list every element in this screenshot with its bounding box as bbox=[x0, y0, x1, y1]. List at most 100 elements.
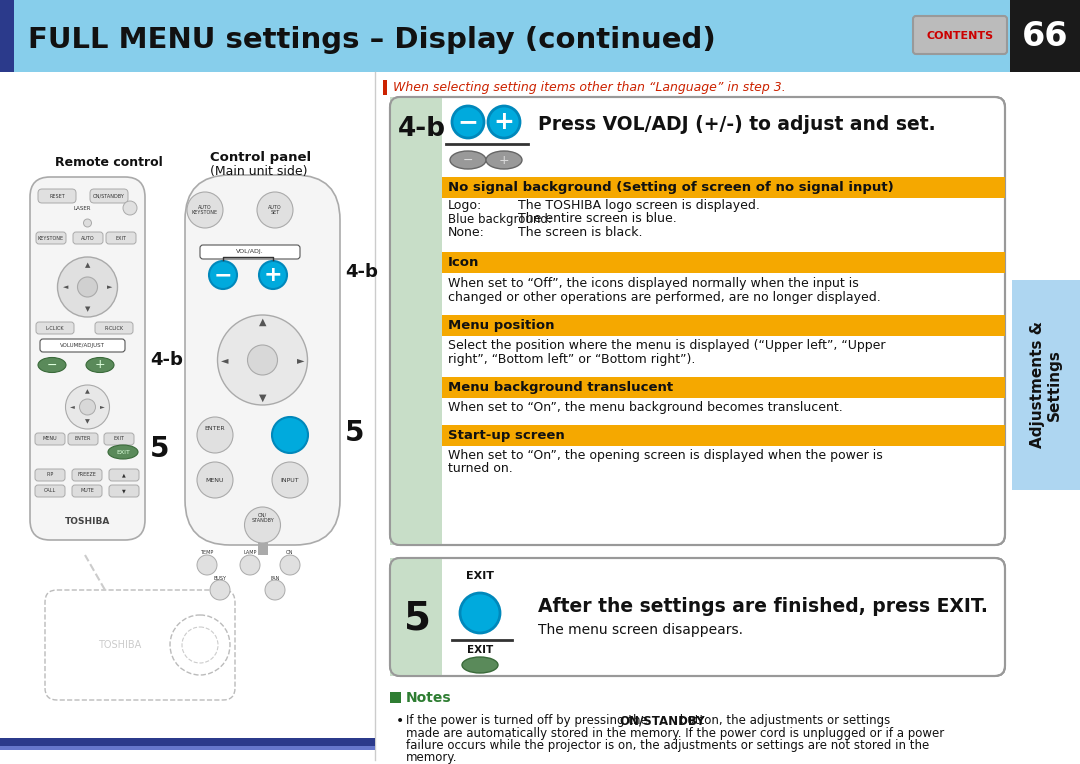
Text: The TOSHIBA logo screen is displayed.: The TOSHIBA logo screen is displayed. bbox=[518, 199, 760, 212]
Text: When set to “On”, the opening screen is displayed when the power is: When set to “On”, the opening screen is … bbox=[448, 448, 882, 461]
Text: Blue background:: Blue background: bbox=[448, 212, 552, 225]
Circle shape bbox=[210, 261, 237, 289]
FancyBboxPatch shape bbox=[390, 97, 1005, 545]
Bar bbox=[390, 692, 401, 703]
Text: AUTO
KEYSTONE: AUTO KEYSTONE bbox=[192, 205, 218, 215]
Text: INPUT: INPUT bbox=[281, 478, 299, 483]
Text: button, the adjustments or settings: button, the adjustments or settings bbox=[676, 714, 890, 727]
Circle shape bbox=[57, 257, 118, 317]
Circle shape bbox=[244, 507, 281, 543]
Text: ON/
STANDBY: ON/ STANDBY bbox=[252, 513, 274, 523]
Ellipse shape bbox=[86, 358, 114, 373]
Text: EXIT: EXIT bbox=[465, 571, 494, 581]
Text: +: + bbox=[499, 154, 510, 167]
FancyBboxPatch shape bbox=[109, 469, 139, 481]
Text: TOSHIBA: TOSHIBA bbox=[65, 517, 110, 526]
FancyBboxPatch shape bbox=[38, 189, 76, 203]
Text: turned on.: turned on. bbox=[448, 462, 513, 475]
Text: Menu background translucent: Menu background translucent bbox=[448, 381, 673, 394]
Text: FAN: FAN bbox=[270, 575, 280, 581]
Text: MENU: MENU bbox=[206, 478, 225, 483]
Text: Control panel: Control panel bbox=[210, 151, 311, 164]
FancyBboxPatch shape bbox=[36, 322, 75, 334]
Circle shape bbox=[78, 277, 97, 297]
Text: When selecting setting items other than “Language” in step 3.: When selecting setting items other than … bbox=[393, 82, 786, 95]
FancyBboxPatch shape bbox=[72, 485, 102, 497]
FancyBboxPatch shape bbox=[68, 433, 98, 445]
Circle shape bbox=[247, 345, 278, 375]
Text: No signal background (Setting of screen of no signal input): No signal background (Setting of screen … bbox=[448, 181, 894, 194]
FancyBboxPatch shape bbox=[72, 469, 102, 481]
Text: 5: 5 bbox=[345, 419, 365, 447]
Text: Start-up screen: Start-up screen bbox=[448, 429, 565, 442]
Ellipse shape bbox=[462, 657, 498, 673]
Text: R-CLICK: R-CLICK bbox=[105, 325, 123, 331]
Circle shape bbox=[80, 399, 95, 415]
Circle shape bbox=[197, 555, 217, 575]
Text: ▲: ▲ bbox=[259, 317, 267, 327]
Text: PIP: PIP bbox=[46, 472, 54, 478]
Bar bbox=[442, 252, 1005, 273]
FancyBboxPatch shape bbox=[200, 245, 300, 259]
Text: The screen is black.: The screen is black. bbox=[518, 226, 643, 239]
Text: CALL: CALL bbox=[44, 488, 56, 494]
Text: CONTENTS: CONTENTS bbox=[927, 31, 994, 41]
Text: TEMP: TEMP bbox=[201, 551, 214, 555]
FancyBboxPatch shape bbox=[90, 189, 129, 203]
Text: MENU: MENU bbox=[43, 436, 57, 442]
FancyBboxPatch shape bbox=[36, 232, 66, 244]
Text: 4-b: 4-b bbox=[345, 263, 378, 281]
Text: Select the position where the menu is displayed (“Upper left”, “Upper: Select the position where the menu is di… bbox=[448, 338, 886, 351]
Text: ON: ON bbox=[286, 551, 294, 555]
Text: BUSY: BUSY bbox=[214, 575, 227, 581]
Bar bbox=[442, 377, 1005, 398]
Text: ▲: ▲ bbox=[122, 472, 126, 478]
Ellipse shape bbox=[486, 151, 522, 169]
Text: MUTE: MUTE bbox=[80, 488, 94, 494]
FancyBboxPatch shape bbox=[104, 433, 134, 445]
FancyBboxPatch shape bbox=[35, 485, 65, 497]
Circle shape bbox=[272, 417, 308, 453]
Bar bbox=[0, 738, 375, 746]
Text: EXIT: EXIT bbox=[113, 436, 124, 442]
Text: TOSHIBA: TOSHIBA bbox=[98, 640, 141, 650]
Text: ENTER: ENTER bbox=[205, 426, 226, 430]
Text: The entire screen is blue.: The entire screen is blue. bbox=[518, 212, 677, 225]
Text: EXIT: EXIT bbox=[116, 449, 130, 455]
Text: AUTO
SET: AUTO SET bbox=[268, 205, 282, 215]
Text: +: + bbox=[264, 265, 282, 285]
FancyBboxPatch shape bbox=[35, 433, 65, 445]
Bar bbox=[442, 315, 1005, 336]
FancyBboxPatch shape bbox=[73, 232, 103, 244]
Circle shape bbox=[83, 219, 92, 227]
Text: −: − bbox=[462, 154, 473, 167]
Text: −: − bbox=[214, 265, 232, 285]
Circle shape bbox=[210, 580, 230, 600]
FancyBboxPatch shape bbox=[106, 232, 136, 244]
Text: ▲: ▲ bbox=[85, 390, 90, 394]
Circle shape bbox=[272, 462, 308, 498]
Text: ▼: ▼ bbox=[259, 393, 267, 403]
Circle shape bbox=[272, 417, 308, 453]
Text: 4-b: 4-b bbox=[399, 116, 446, 142]
Text: If the power is turned off by pressing the: If the power is turned off by pressing t… bbox=[406, 714, 651, 727]
Text: When set to “On”, the menu background becomes translucent.: When set to “On”, the menu background be… bbox=[448, 400, 842, 413]
FancyBboxPatch shape bbox=[109, 485, 139, 497]
Text: EXIT: EXIT bbox=[283, 426, 297, 430]
Bar bbox=[383, 80, 387, 95]
Text: ▼: ▼ bbox=[85, 306, 91, 312]
Circle shape bbox=[197, 462, 233, 498]
Text: memory.: memory. bbox=[406, 751, 458, 764]
Text: LAMP: LAMP bbox=[243, 551, 257, 555]
Text: ENTER: ENTER bbox=[75, 436, 91, 442]
FancyBboxPatch shape bbox=[185, 175, 340, 545]
Circle shape bbox=[123, 201, 137, 215]
Circle shape bbox=[259, 261, 287, 289]
Bar bbox=[390, 97, 442, 545]
FancyBboxPatch shape bbox=[40, 339, 125, 352]
Text: After the settings are finished, press EXIT.: After the settings are finished, press E… bbox=[538, 597, 988, 616]
Circle shape bbox=[197, 417, 233, 453]
Bar bbox=[442, 177, 1005, 198]
Ellipse shape bbox=[450, 151, 486, 169]
Text: VOL/ADJ.: VOL/ADJ. bbox=[237, 250, 264, 254]
